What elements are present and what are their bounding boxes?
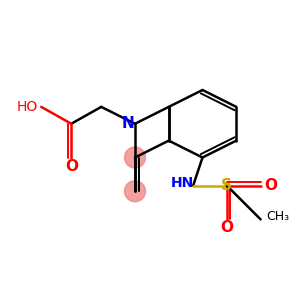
Text: HO: HO [16, 100, 38, 114]
Text: CH₃: CH₃ [266, 210, 289, 223]
Text: N: N [122, 116, 135, 131]
Text: O: O [65, 159, 78, 174]
Text: O: O [265, 178, 278, 193]
Text: S: S [221, 178, 233, 193]
Text: HN: HN [171, 176, 194, 190]
Text: O: O [220, 220, 233, 235]
Circle shape [124, 181, 146, 202]
Circle shape [124, 147, 146, 168]
